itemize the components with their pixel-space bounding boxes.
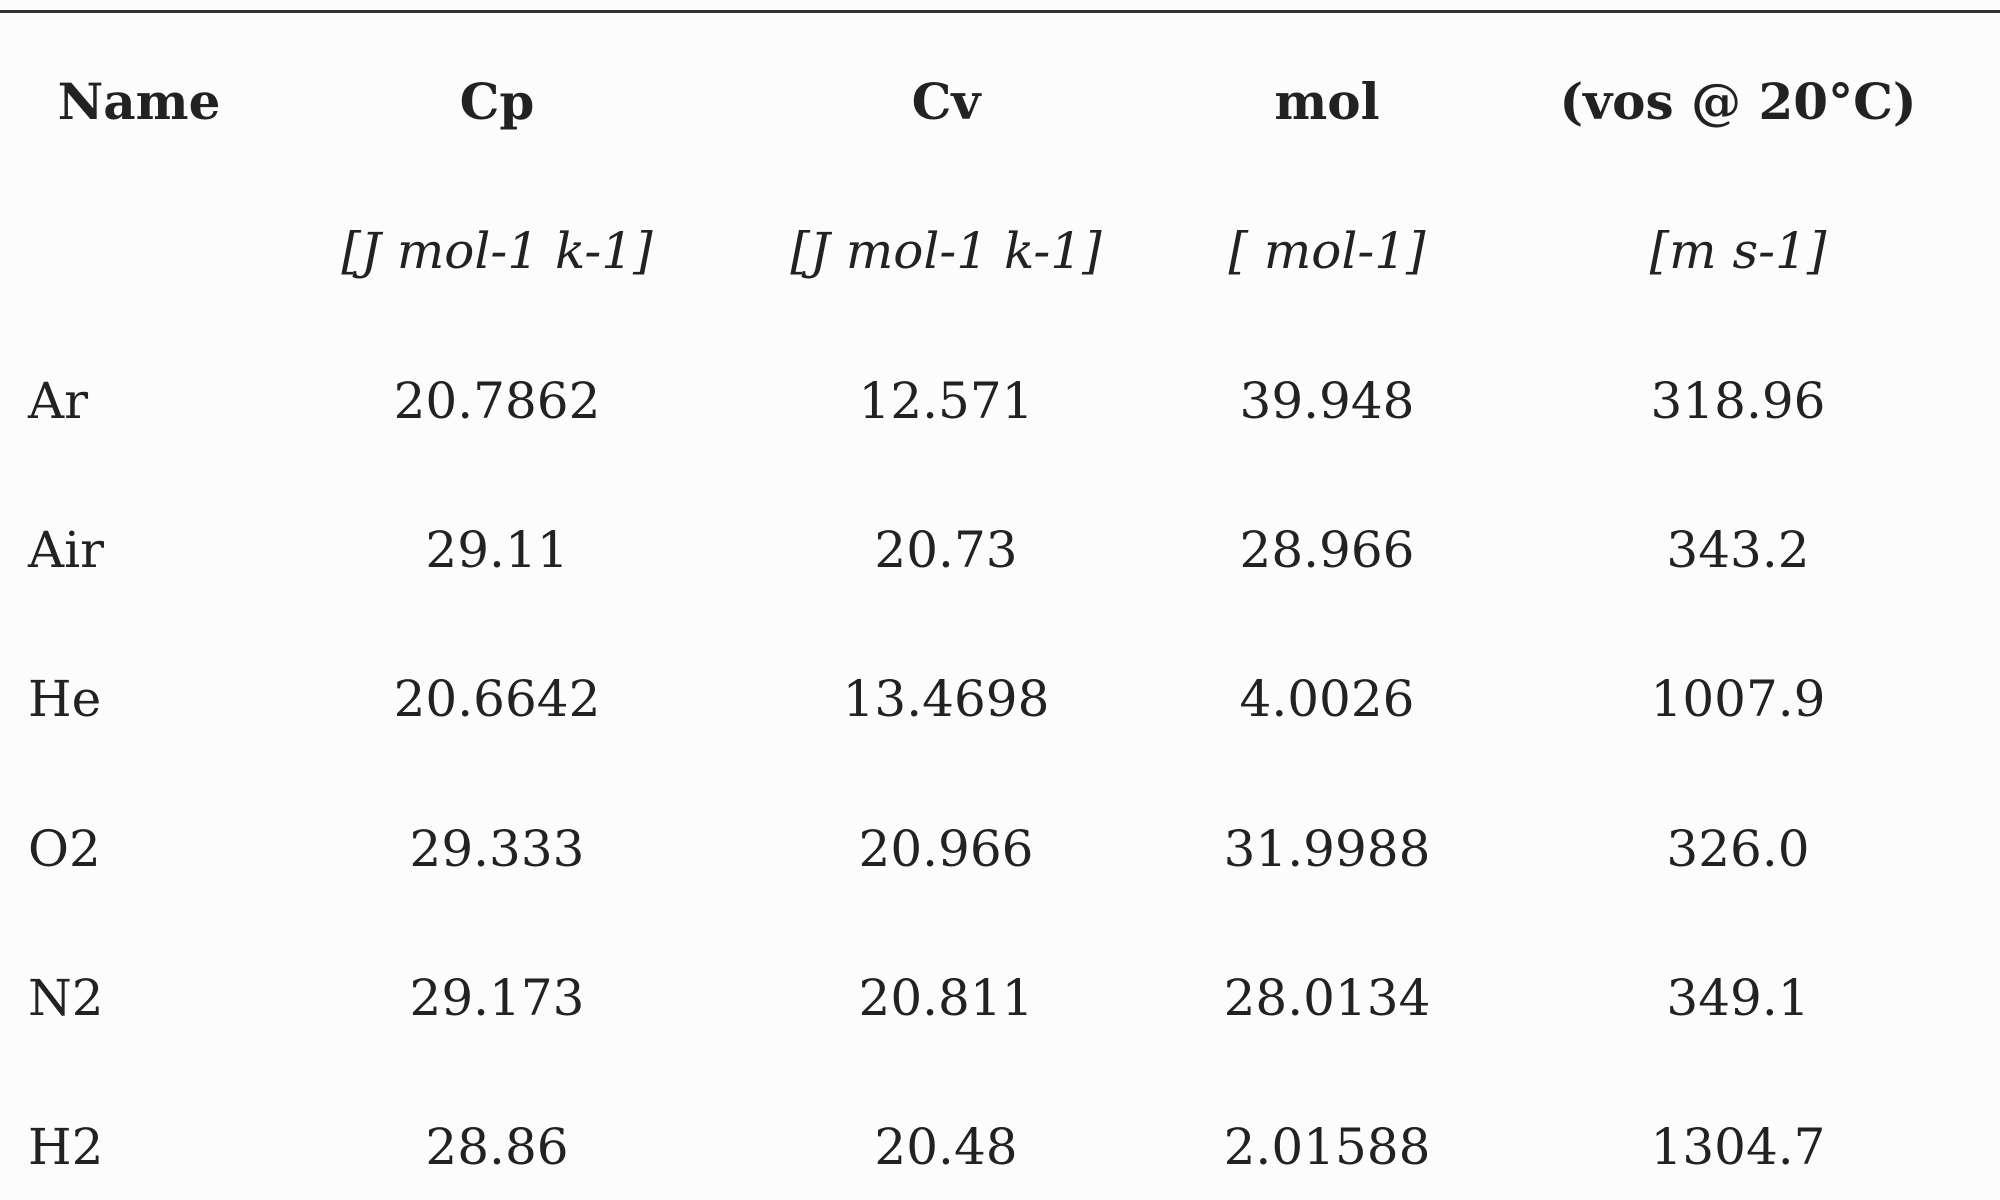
value-cell: 39.948 [1239,371,1415,430]
value-cell: 29.333 [409,819,585,878]
value-cell: 318.96 [1650,371,1826,430]
value-cell: 2.01588 [1223,1118,1431,1177]
gas-name: O2 [28,819,101,878]
header-cell: Cv [911,72,981,131]
value-cell: 28.0134 [1223,968,1431,1027]
header-cell: Name [57,72,221,131]
gas-name: H2 [28,1118,104,1177]
value-cell: 20.7862 [393,371,601,430]
value-cell: 13.4698 [842,670,1050,729]
value-cell: 28.86 [425,1118,569,1177]
gas-name: He [28,670,102,729]
value-cell: 29.11 [425,520,569,579]
unit-cell: [m s-1] [1649,222,1827,281]
gas-name: Ar [28,371,89,430]
unit-cell: [ mol-1] [1228,222,1426,281]
gas-name: N2 [28,968,104,1027]
value-cell: 1007.9 [1650,670,1826,729]
value-cell: 349.1 [1666,968,1810,1027]
top-rule [0,10,2000,13]
value-cell: 20.811 [858,968,1034,1027]
header-cell: mol [1274,72,1380,131]
value-cell: 28.966 [1239,520,1415,579]
value-cell: 20.6642 [393,670,601,729]
value-cell: 4.0026 [1239,670,1415,729]
value-cell: 343.2 [1666,520,1810,579]
value-cell: 1304.7 [1650,1118,1826,1177]
value-cell: 20.966 [858,819,1034,878]
value-cell: 29.173 [409,968,585,1027]
gas-name: Air [28,520,105,579]
header-cell: Cp [459,72,535,131]
value-cell: 326.0 [1666,819,1810,878]
unit-cell: [J mol-1 k-1] [341,222,653,281]
unit-cell: [J mol-1 k-1] [790,222,1102,281]
value-cell: 20.48 [874,1118,1018,1177]
header-cell: (vos @ 20°C) [1559,72,1917,131]
value-cell: 20.73 [874,520,1018,579]
value-cell: 31.9988 [1223,819,1431,878]
value-cell: 12.571 [858,371,1034,430]
